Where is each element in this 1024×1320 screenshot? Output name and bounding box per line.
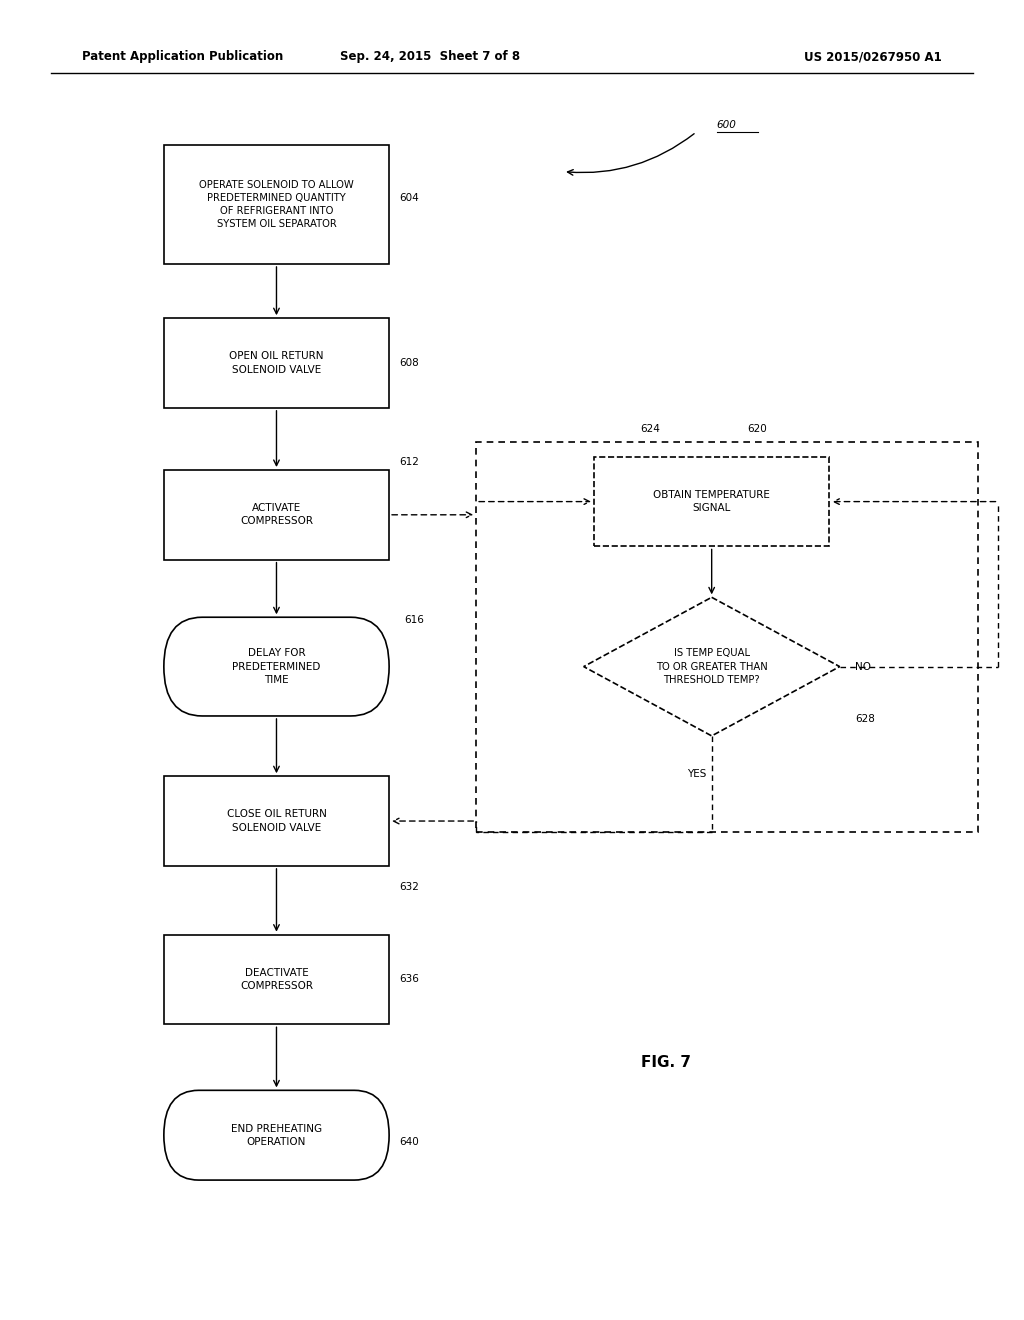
- Text: FIG. 7: FIG. 7: [641, 1055, 690, 1071]
- Text: Patent Application Publication: Patent Application Publication: [82, 50, 284, 63]
- FancyBboxPatch shape: [164, 618, 389, 715]
- Text: OPERATE SOLENOID TO ALLOW
PREDETERMINED QUANTITY
OF REFRIGERANT INTO
SYSTEM OIL : OPERATE SOLENOID TO ALLOW PREDETERMINED …: [199, 180, 354, 230]
- Text: US 2015/0267950 A1: US 2015/0267950 A1: [804, 50, 942, 63]
- Polygon shape: [584, 597, 840, 737]
- Text: 604: 604: [399, 193, 419, 203]
- Text: 616: 616: [404, 615, 424, 626]
- Text: 624: 624: [640, 424, 659, 434]
- FancyBboxPatch shape: [164, 470, 389, 560]
- Text: END PREHEATING
OPERATION: END PREHEATING OPERATION: [231, 1123, 322, 1147]
- FancyBboxPatch shape: [164, 318, 389, 408]
- FancyBboxPatch shape: [164, 145, 389, 264]
- Text: NO: NO: [855, 661, 871, 672]
- Text: ACTIVATE
COMPRESSOR: ACTIVATE COMPRESSOR: [240, 503, 313, 527]
- Text: 632: 632: [399, 882, 419, 892]
- Text: 628: 628: [855, 714, 874, 725]
- Text: 612: 612: [399, 457, 419, 467]
- Text: IS TEMP EQUAL
TO OR GREATER THAN
THRESHOLD TEMP?: IS TEMP EQUAL TO OR GREATER THAN THRESHO…: [655, 648, 768, 685]
- Text: OPEN OIL RETURN
SOLENOID VALVE: OPEN OIL RETURN SOLENOID VALVE: [229, 351, 324, 375]
- Text: CLOSE OIL RETURN
SOLENOID VALVE: CLOSE OIL RETURN SOLENOID VALVE: [226, 809, 327, 833]
- FancyBboxPatch shape: [594, 457, 829, 546]
- Text: 636: 636: [399, 974, 419, 985]
- Text: Sep. 24, 2015  Sheet 7 of 8: Sep. 24, 2015 Sheet 7 of 8: [340, 50, 520, 63]
- FancyBboxPatch shape: [164, 935, 389, 1024]
- Text: DELAY FOR
PREDETERMINED
TIME: DELAY FOR PREDETERMINED TIME: [232, 648, 321, 685]
- Text: DEACTIVATE
COMPRESSOR: DEACTIVATE COMPRESSOR: [240, 968, 313, 991]
- Text: OBTAIN TEMPERATURE
SIGNAL: OBTAIN TEMPERATURE SIGNAL: [653, 490, 770, 513]
- FancyBboxPatch shape: [164, 776, 389, 866]
- FancyArrowPatch shape: [567, 133, 694, 176]
- Text: 600: 600: [717, 120, 736, 131]
- Text: 608: 608: [399, 358, 419, 368]
- Text: YES: YES: [687, 768, 706, 779]
- Text: 640: 640: [399, 1137, 419, 1147]
- FancyBboxPatch shape: [164, 1090, 389, 1180]
- Text: 620: 620: [748, 424, 767, 434]
